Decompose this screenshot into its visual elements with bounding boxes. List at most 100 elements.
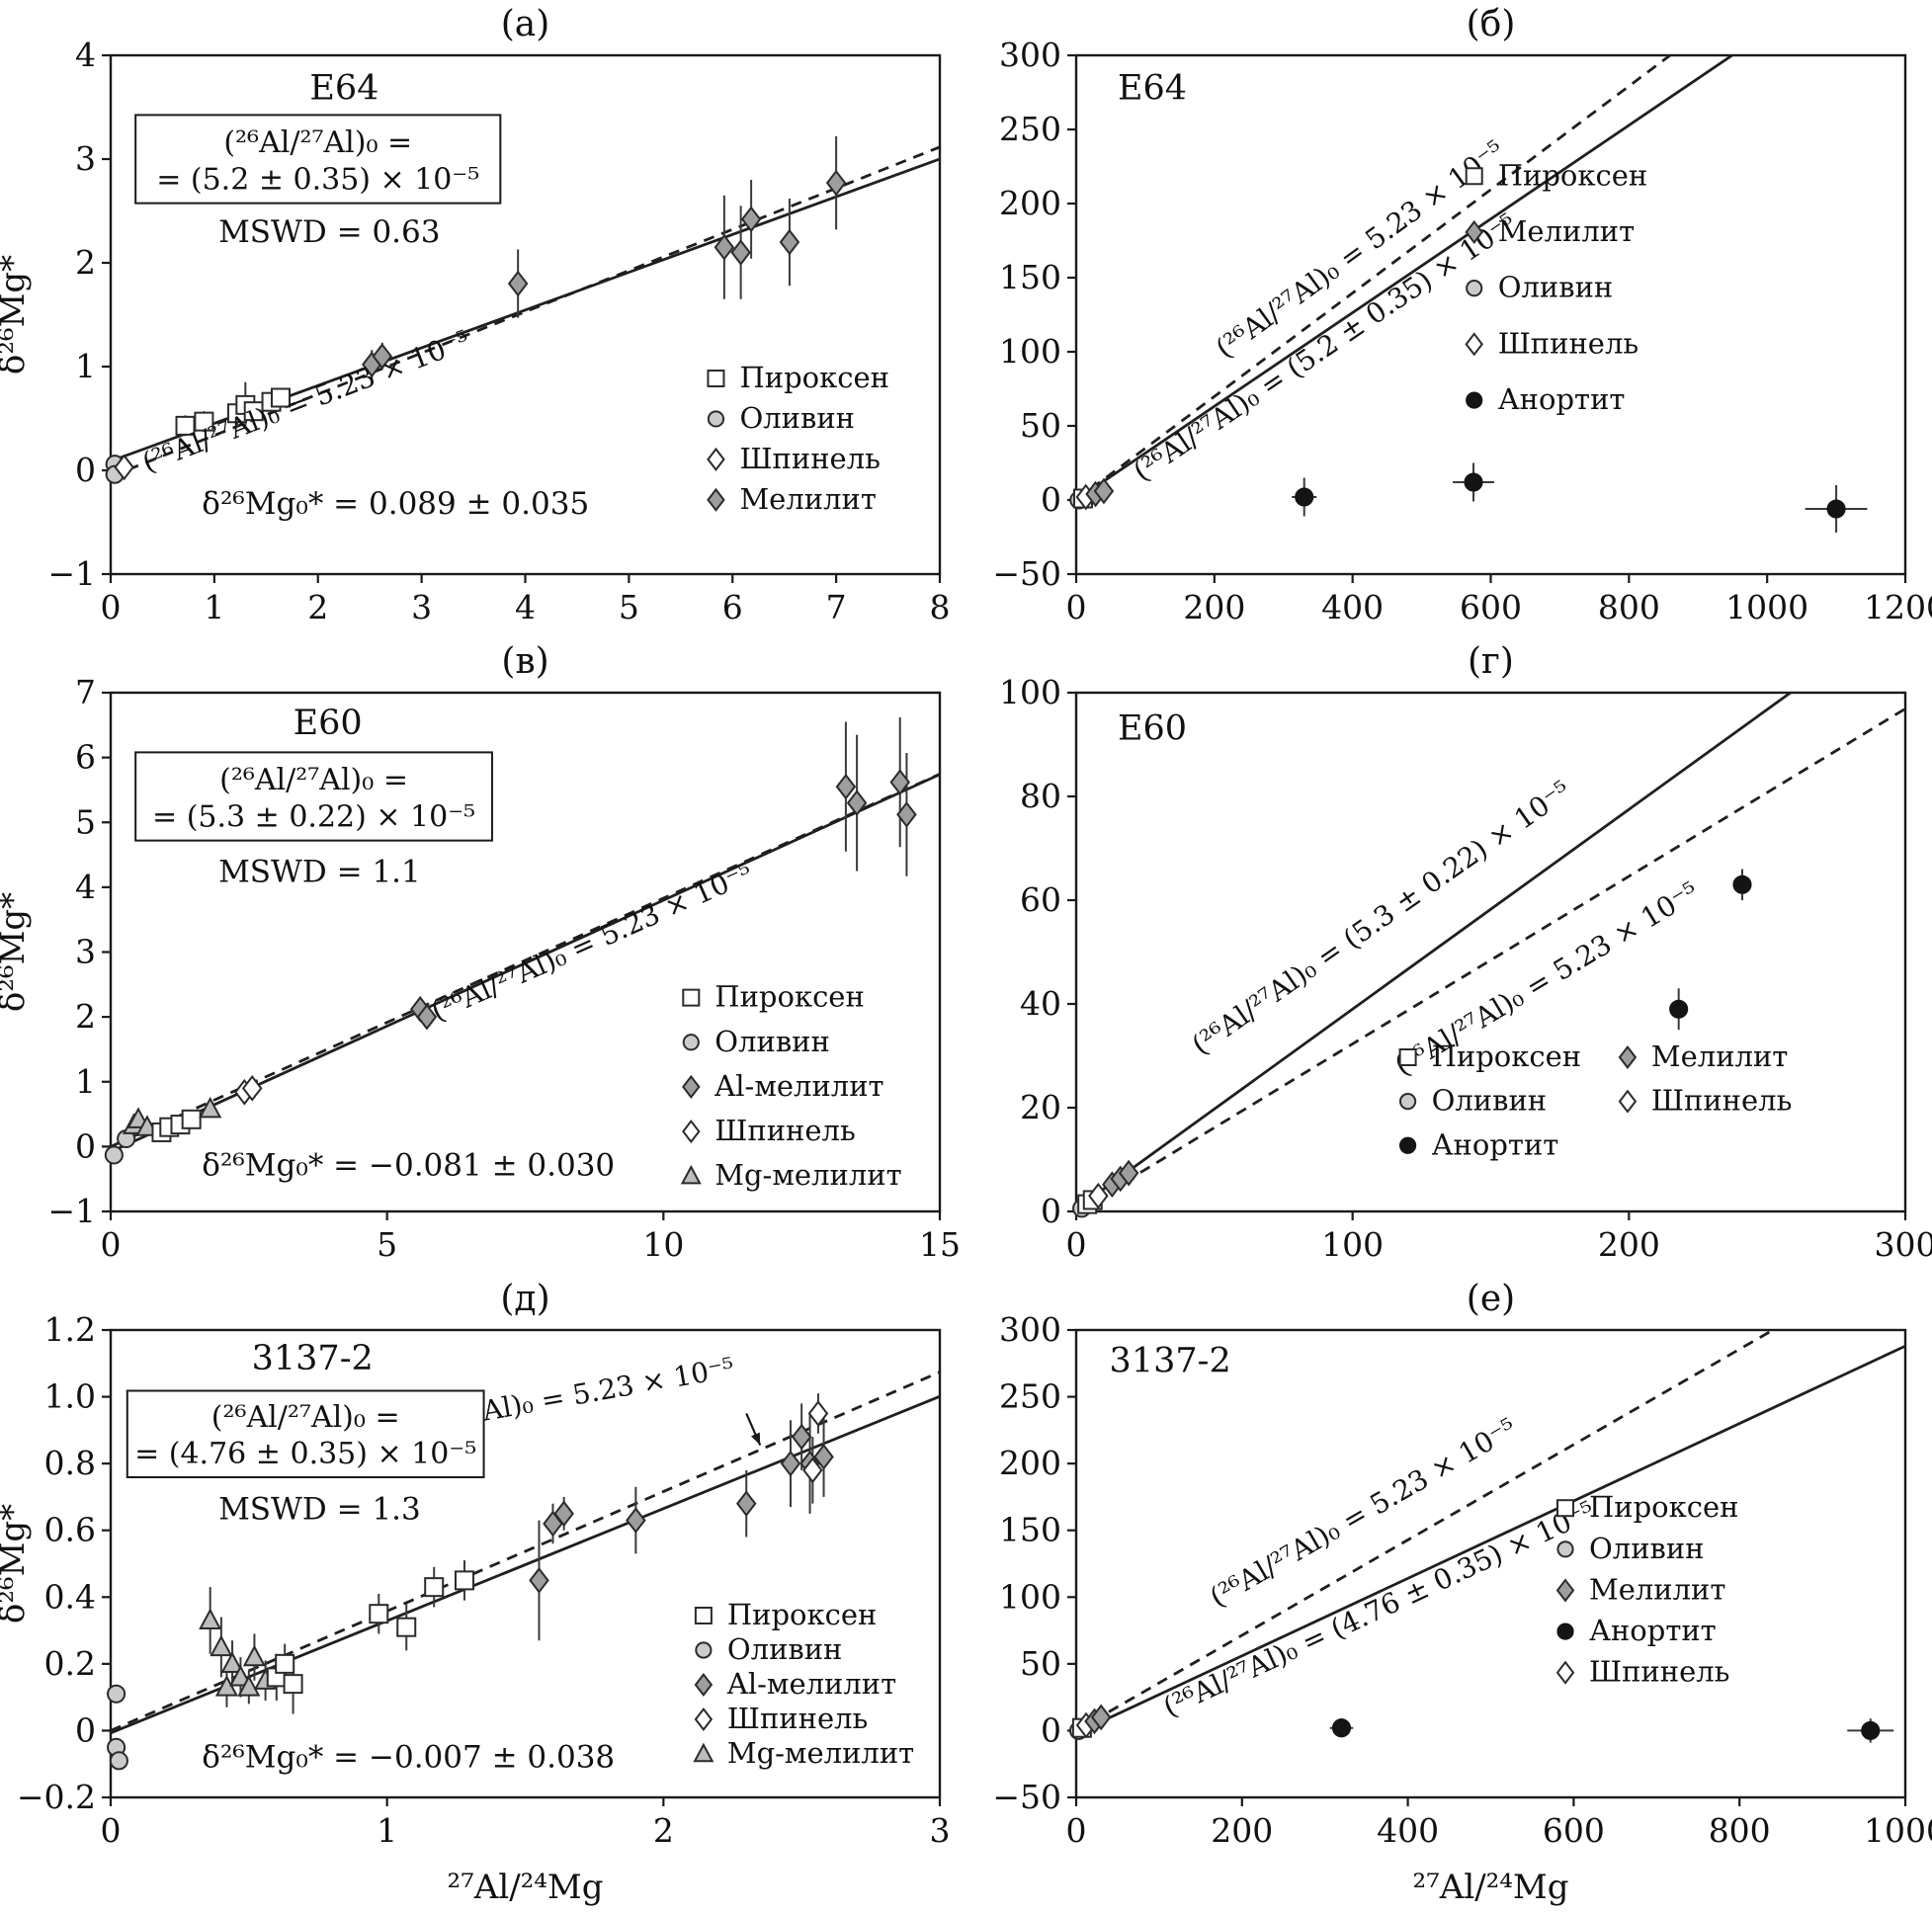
x-tick-label: 6 (722, 588, 743, 626)
isochron-slope-label: (²⁶Al/²⁷Al)₀ = 5.23 × 10⁻⁵ (137, 324, 474, 479)
spinel-marker-legend (682, 1120, 701, 1144)
legend-label: Пироксен (739, 361, 889, 394)
y-tick-label: 100 (999, 332, 1061, 371)
mg-melilite-marker-point (199, 1096, 222, 1119)
y-tick-label: 150 (999, 258, 1061, 296)
panel-e-container: (е)02004006008001000−5005010015020025030… (966, 1275, 1932, 1914)
y-axis-title: δ²⁶Mg* (0, 1504, 33, 1623)
y-tick-label: −1 (47, 1192, 96, 1230)
legend-label: Оливин (1432, 1084, 1548, 1118)
legend-label: Анортит (1498, 382, 1626, 416)
y-tick-label: 0 (1041, 1710, 1061, 1749)
x-tick-label: 1000 (1725, 588, 1808, 626)
initial-ratio-text: (²⁶Al/²⁷Al)₀ = (211, 1400, 400, 1435)
pyroxene-marker-legend (1398, 1048, 1417, 1066)
olivine-marker-point (109, 1751, 128, 1771)
melilite-marker-point (780, 1450, 801, 1477)
legend-label: Мелилит (1589, 1572, 1725, 1606)
melilite-marker-legend (1555, 1578, 1575, 1603)
melilite-marker-legend (682, 1074, 701, 1099)
legend-label: Шпинель (714, 1114, 855, 1147)
anorthite-marker-legend (1466, 391, 1483, 409)
panel-title: E64 (1118, 69, 1187, 109)
x-tick-label: 3 (930, 1811, 951, 1850)
y-tick-label: 0 (1041, 1192, 1061, 1230)
y-tick-label: 0.4 (44, 1577, 96, 1616)
x-tick-label: 15 (919, 1225, 961, 1264)
legend-label: Пироксен (714, 980, 865, 1014)
pyroxene-marker-point (369, 1604, 389, 1624)
melilite-marker-legend (1465, 219, 1483, 244)
x-tick-label: 200 (1598, 1225, 1660, 1264)
anorthite-marker-point (1295, 487, 1314, 507)
x-tick-label: 0 (1066, 588, 1087, 626)
olivine-marker-legend (1399, 1093, 1417, 1111)
anorthite-marker-point (1331, 1718, 1352, 1738)
pyroxene-marker-point (275, 1653, 295, 1674)
x-tick-label: 8 (930, 588, 951, 626)
y-tick-label: 50 (1020, 1644, 1061, 1683)
y-tick-label: 200 (999, 1444, 1061, 1482)
anorthite-marker-legend (1556, 1623, 1574, 1640)
initial-ratio-box (134, 114, 502, 205)
melilite-marker-point (740, 206, 762, 233)
y-axis-title: δ²⁶Mg* (0, 255, 33, 374)
y-tick-label: −50 (992, 554, 1061, 593)
initial-ratio-text: (²⁶Al/²⁷Al)₀ = (219, 763, 408, 797)
legend-label: Мелилит (1498, 214, 1635, 248)
legend-label: Шпинель (727, 1702, 868, 1735)
y-tick-label: 50 (1020, 406, 1061, 445)
melilite-marker-point (835, 773, 857, 800)
y-axis-title: δ²⁶Mg* (0, 892, 33, 1012)
initial-ratio-box (126, 1389, 485, 1478)
melilite-marker-point (791, 1423, 812, 1451)
y-tick-label: 250 (999, 1377, 1061, 1416)
melilite-marker-point (529, 1567, 549, 1594)
olivine-marker-legend (682, 1034, 700, 1051)
initial-ratio-text: = (5.2 ± 0.35) × 10⁻⁵ (156, 162, 479, 197)
panel-b-container: (б)020040060080010001200−500501001502002… (966, 0, 1932, 637)
chart-panel-d: (д)0 1 2 3−0.200.20.40.60.81.01.2(²⁶Al/²⁷Al… (0, 1279, 951, 1907)
legend-label: Пироксен (1498, 158, 1648, 192)
anorthite-marker-legend (1399, 1136, 1417, 1154)
x-tick-label: 4 (515, 588, 536, 626)
y-tick-label: 0.2 (44, 1644, 96, 1683)
spinel-marker-legend (707, 447, 725, 471)
y-tick-label: 7 (75, 673, 96, 711)
x-tick-label: 800 (1709, 1811, 1771, 1850)
dashed-isochron-line (1076, 1330, 1776, 1732)
x-tick-label: 600 (1543, 1811, 1605, 1850)
panel-tag: (е) (1467, 1279, 1515, 1319)
x-tick-label: 1 (204, 588, 224, 626)
intercept-text: δ²⁶Mg₀* = 0.089 ± 0.035 (202, 486, 589, 522)
legend-label: Оливин (739, 401, 855, 435)
x-tick-label: 400 (1377, 1811, 1439, 1850)
y-tick-label: 1.2 (44, 1310, 96, 1349)
mg-melilite-marker-point (210, 1634, 233, 1657)
y-tick-label: 1 (75, 1062, 96, 1101)
x-axis-title: ²⁷Al/²⁴Mg (448, 1868, 604, 1907)
y-tick-label: 40 (1020, 984, 1061, 1023)
chart-panel-g: (г) 0 100 200 300 0 20 40 60 80 100 (²⁶Al/²⁷Al)₀ = … (999, 641, 1932, 1264)
anorthite-marker-point (1861, 1720, 1881, 1740)
y-tick-label: 3 (75, 139, 96, 178)
melilite-marker-point (626, 1507, 646, 1534)
legend-label: Шпинель (1498, 326, 1638, 360)
x-tick-label: 1000 (1864, 1811, 1932, 1850)
isochron-slope-label: (²⁶Al/²⁷Al)₀ = 5.23 × 10⁻⁵ (426, 857, 757, 1028)
y-tick-label: 100 (999, 673, 1061, 711)
x-axis-title: ²⁷Al/²⁴Mg (1413, 1868, 1569, 1907)
pyroxene-marker-point (181, 1109, 202, 1129)
olivine-marker-legend (1466, 280, 1483, 297)
legend-label: Оливин (1589, 1532, 1705, 1565)
legend-label: Пироксен (1589, 1490, 1739, 1524)
olivine-marker-point (104, 1145, 124, 1165)
panel-tag: (а) (501, 4, 550, 44)
legend-label: Пироксен (727, 1598, 878, 1631)
x-tick-label: 2 (653, 1811, 674, 1850)
panel-title: E64 (309, 69, 378, 109)
x-tick-label: 1200 (1864, 588, 1932, 626)
melilite-marker-legend (1618, 1044, 1638, 1070)
spinel-marker-point (807, 1400, 829, 1427)
